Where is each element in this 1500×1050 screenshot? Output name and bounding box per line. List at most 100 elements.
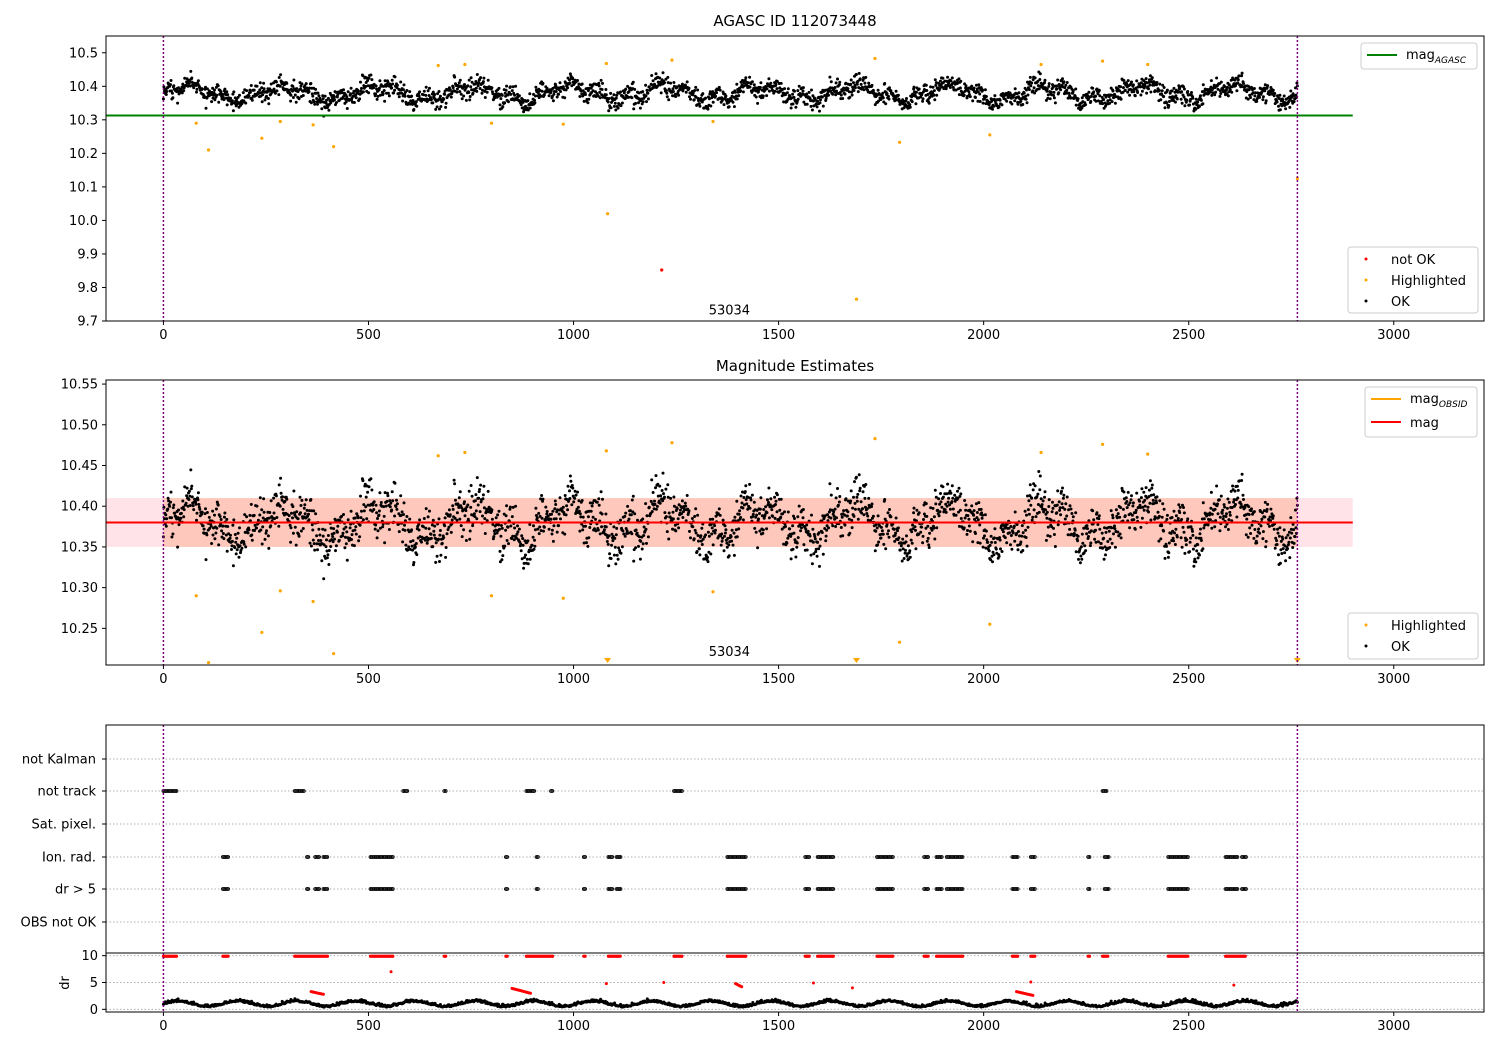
ok-point [229, 533, 232, 537]
ok-point [1051, 83, 1054, 87]
highlighted-point [194, 121, 198, 125]
ok-point [1109, 509, 1113, 513]
ok-point [381, 525, 385, 529]
ok-point [1148, 74, 1152, 78]
ok-point [1135, 491, 1139, 495]
ok-point [522, 566, 526, 570]
ok-point [956, 489, 959, 493]
ok-point [299, 511, 302, 515]
ok-point [539, 94, 543, 98]
highlighted-point [463, 450, 467, 455]
ok-point [887, 97, 891, 101]
ok-point [1149, 80, 1153, 84]
ok-point [932, 93, 936, 97]
ok-point [722, 103, 726, 107]
ok-point [569, 479, 573, 483]
ok-point [786, 87, 790, 91]
ok-point [386, 80, 390, 84]
ok-point [289, 526, 293, 530]
ok-point [309, 544, 313, 548]
ok-point [327, 549, 331, 552]
ok-point [1068, 504, 1072, 508]
ok-point [265, 529, 268, 533]
ok-point [1261, 537, 1265, 541]
ok-point [390, 86, 394, 90]
ok-point [672, 495, 676, 499]
ok-point [871, 514, 875, 518]
ok-point [176, 545, 180, 549]
ok-point [447, 508, 451, 512]
ok-point [176, 101, 180, 105]
ok-point [292, 78, 296, 82]
ok-point [987, 549, 991, 553]
ok-point [1071, 89, 1075, 93]
ok-point [1059, 88, 1063, 92]
legend-label-highlighted: Highlighted [1391, 619, 1466, 634]
ok-point [478, 510, 482, 514]
ok-point [739, 516, 743, 519]
ok-point [1036, 84, 1040, 88]
ok-point [813, 537, 817, 541]
ok-point [438, 94, 442, 98]
ok-point [459, 524, 463, 528]
ok-point [989, 534, 993, 538]
ok-point [547, 527, 551, 531]
ok-point [597, 84, 601, 88]
ok-point [1232, 500, 1236, 504]
ok-point [879, 536, 883, 540]
ok-point [503, 101, 507, 105]
ok-point [445, 532, 449, 536]
ok-point [195, 90, 198, 94]
ok-point [557, 512, 561, 516]
ok-point [563, 532, 567, 536]
panel1-y-axis: 9.79.89.910.010.110.210.310.410.5 [69, 46, 106, 330]
legend-label-mag: mag [1410, 416, 1439, 431]
ok-point [463, 500, 466, 504]
ok-point [464, 509, 468, 513]
ok-point [662, 492, 665, 496]
ok-point [626, 84, 630, 88]
ok-point [554, 84, 558, 88]
ok-point [690, 517, 694, 520]
ok-point [965, 532, 969, 536]
ok-point [1148, 479, 1152, 483]
ok-point [432, 529, 436, 533]
ok-point [501, 105, 505, 109]
ok-point [663, 81, 666, 85]
ok-point [793, 89, 796, 93]
ok-point [1121, 507, 1125, 511]
ok-point [984, 529, 988, 533]
ok-point [586, 89, 590, 93]
ok-point [506, 93, 510, 97]
ok-point [558, 81, 562, 85]
ok-point [1147, 488, 1151, 492]
ok-point [1086, 527, 1089, 531]
ok-point [658, 76, 662, 80]
highlighted-point [1039, 450, 1043, 455]
panel1-frame [105, 35, 1485, 322]
highlighted-point [988, 133, 992, 137]
ok-point [519, 103, 523, 107]
ok-point [733, 90, 737, 94]
ok-point [938, 510, 942, 514]
ok-point [1201, 83, 1205, 87]
ok-point [316, 548, 319, 552]
ok-point [767, 77, 771, 81]
ok-point [565, 504, 569, 508]
ok-point [542, 529, 545, 533]
ok-point [607, 564, 611, 568]
ok-point [735, 535, 739, 539]
ok-point [696, 534, 700, 537]
ok-point [718, 513, 722, 517]
ok-point [658, 501, 662, 505]
ok-point [403, 523, 406, 527]
ok-point [704, 533, 708, 537]
ok-point [307, 512, 310, 516]
ok-point [364, 495, 368, 499]
ok-point [570, 484, 574, 487]
ok-point [397, 530, 401, 534]
ok-point [538, 525, 542, 529]
ok-point [810, 108, 814, 112]
ok-point [737, 94, 741, 98]
ok-point [897, 536, 901, 540]
